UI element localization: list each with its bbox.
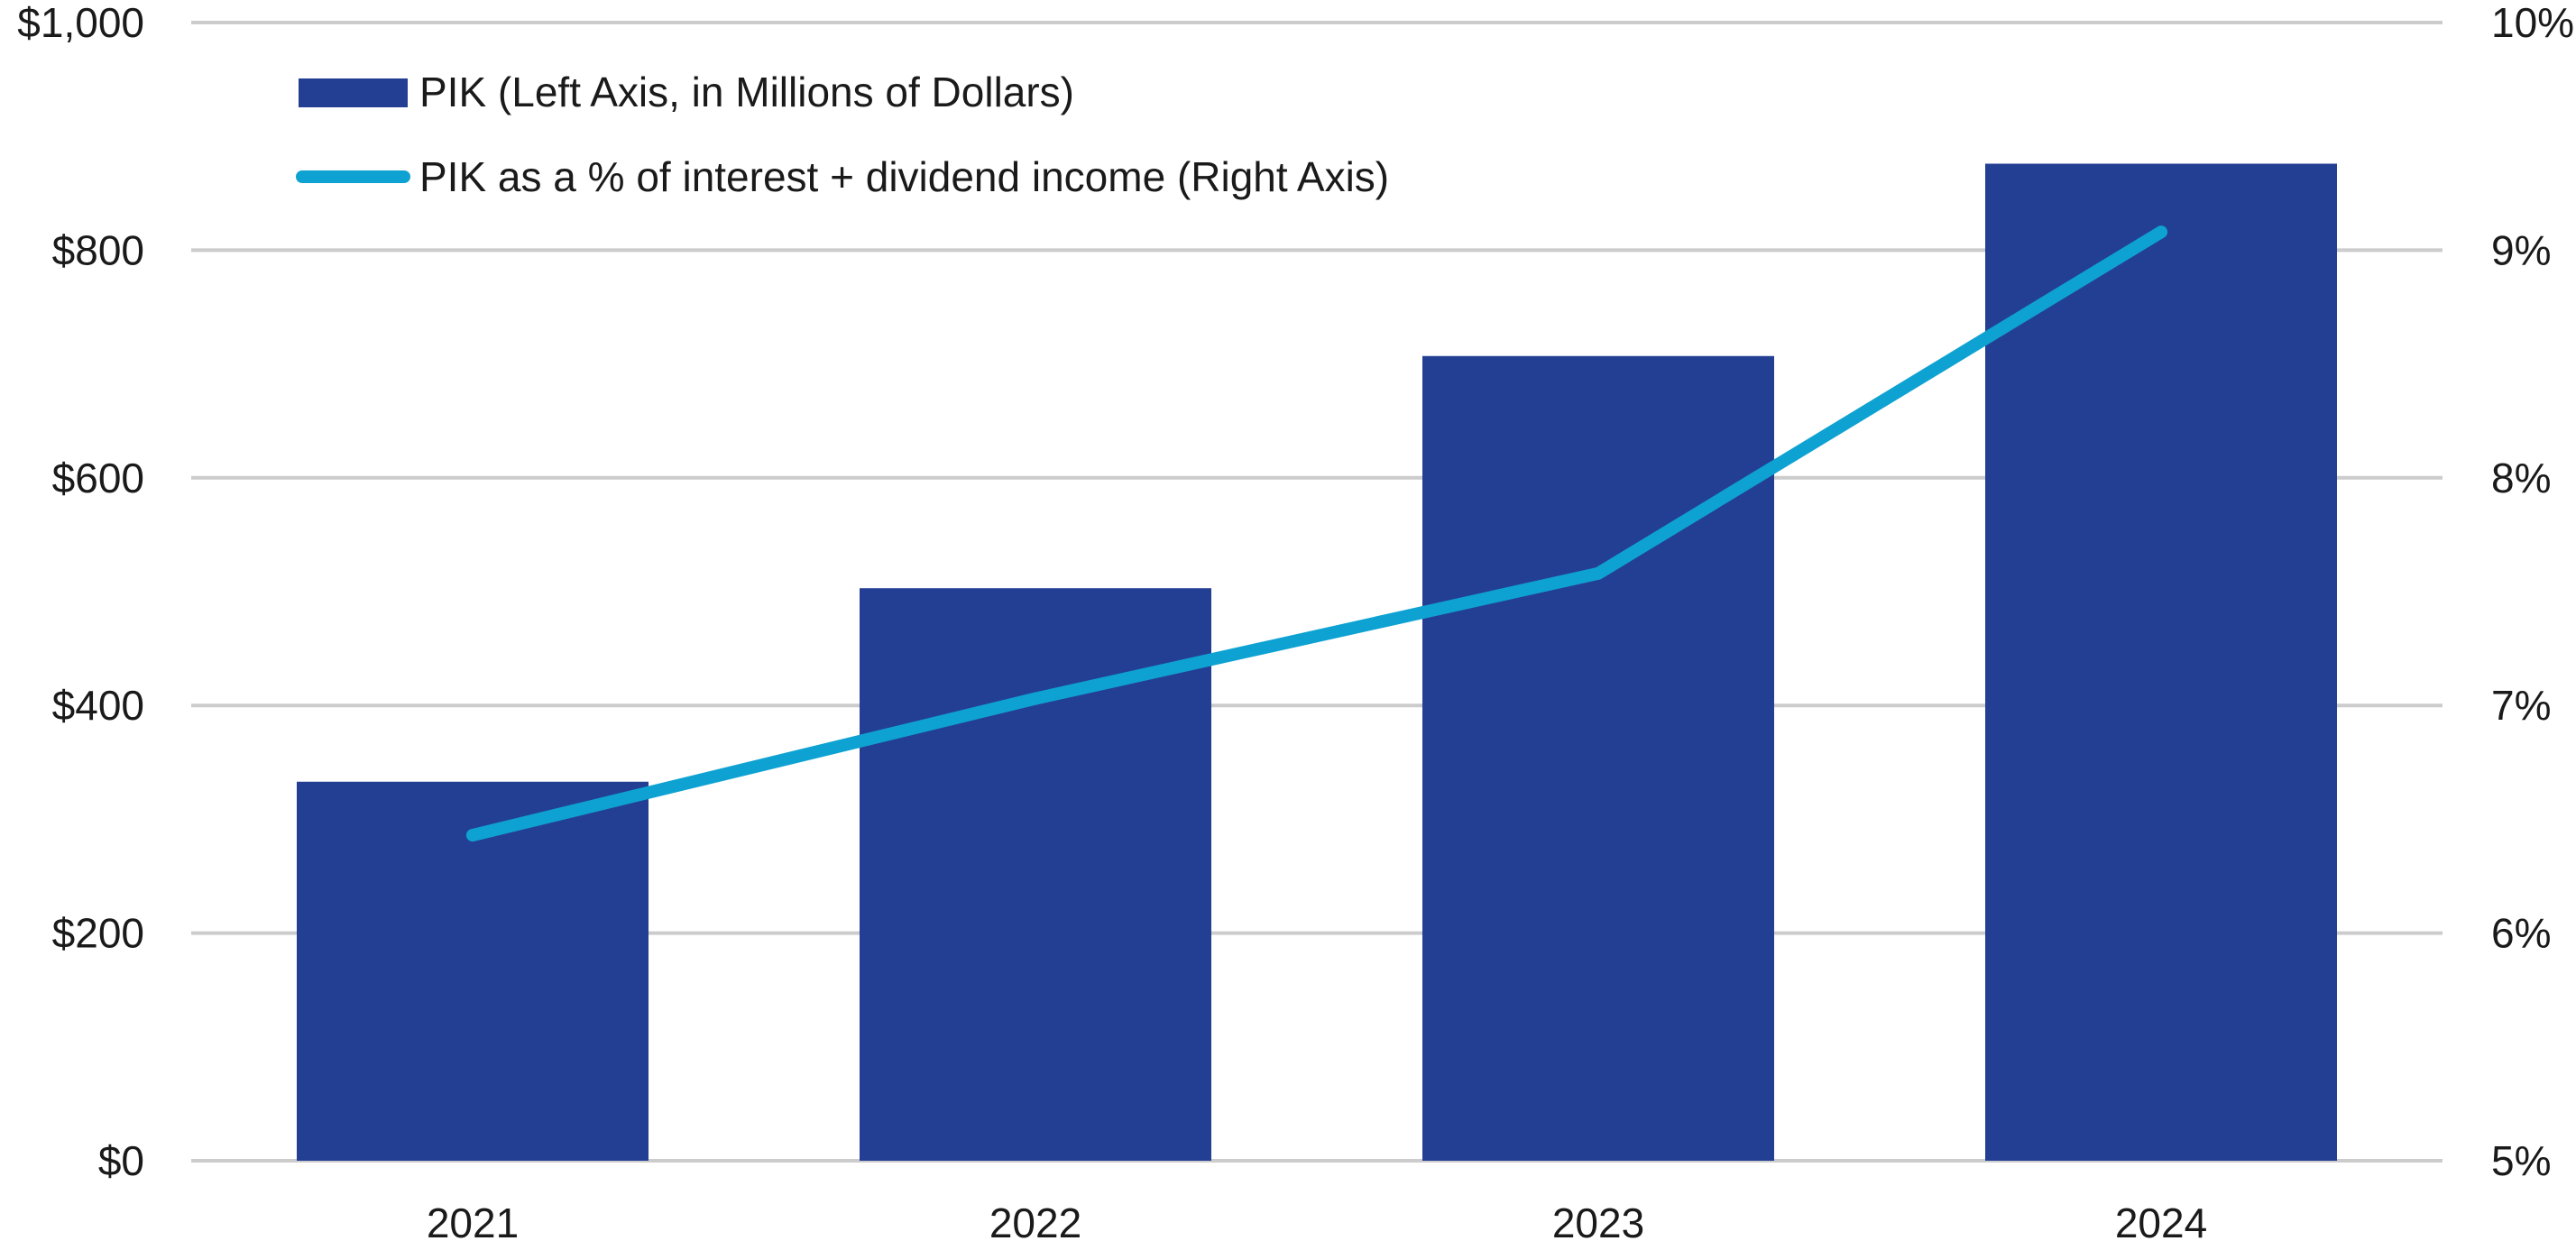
bar-2023 [1422,355,1774,1161]
left-axis-tick-label: $200 [52,910,144,957]
line-series [466,225,2167,842]
left-axis-tick-label: $800 [52,226,144,273]
left-axis-tick-label: $0 [98,1137,144,1184]
legend-label-bar: PIK (Left Axis, in Millions of Dollars) [419,69,1074,115]
right-axis-tick-label: 9% [2491,226,2551,273]
left-axis-tick-label: $600 [52,455,144,501]
pik-percent-line [466,225,2167,842]
line-point-2023 [1592,566,1605,580]
left-axis: $0 $200 $400 $600 $800 $1,000 [17,0,144,1184]
right-axis-tick-label: 7% [2491,682,2551,729]
right-axis-tick-label: 8% [2491,455,2551,501]
right-axis-tick-label: 6% [2491,910,2551,957]
line-point-2022 [1029,692,1042,705]
x-axis-tick-label: 2022 [989,1200,1081,1241]
bar-2021 [297,781,649,1161]
left-axis-tick-label: $400 [52,682,144,729]
bar-2022 [860,588,1211,1161]
x-axis: 2021 2022 2023 2024 [427,1200,2207,1241]
legend-swatch-bar [299,78,408,107]
bar-series [297,163,2337,1161]
legend-label-line: PIK as a % of interest + dividend income… [419,153,1389,200]
left-axis-tick-label: $1,000 [17,0,144,46]
legend: PIK (Left Axis, in Millions of Dollars) … [296,69,1389,200]
x-axis-tick-label: 2023 [1552,1200,1644,1241]
bar-2024 [1985,163,2337,1161]
line-point-2024 [2155,225,2167,239]
right-axis: 5% 6% 7% 8% 9% 10% [2491,0,2574,1184]
x-axis-tick-label: 2021 [427,1200,519,1241]
right-axis-tick-label: 5% [2491,1137,2551,1184]
right-axis-tick-label: 10% [2491,0,2574,46]
line-point-2021 [466,829,479,842]
x-axis-tick-label: 2024 [2115,1200,2207,1241]
